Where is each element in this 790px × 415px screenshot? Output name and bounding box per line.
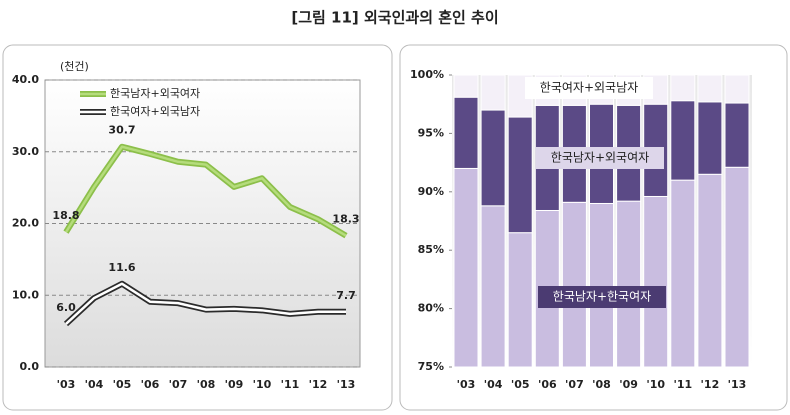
figure-title: [그림 11] 외국인과의 혼인 추이 <box>291 9 498 27</box>
x-tick-label: '10 <box>646 378 665 391</box>
y-tick-label: 90% <box>418 185 444 198</box>
bar-segment <box>480 109 506 207</box>
x-tick-label: '04 <box>85 378 104 391</box>
data-label: 18.8 <box>52 209 79 222</box>
bar-segment <box>724 74 750 104</box>
series-label: 한국남자+외국여자 <box>551 151 649 165</box>
bar-segment <box>453 167 479 368</box>
bar-segment <box>697 101 723 175</box>
bar-segment <box>507 232 533 368</box>
x-tick-label: '09 <box>619 378 638 391</box>
series-label: 한국여자+외국남자 <box>540 81 638 95</box>
bar-segment <box>561 201 587 368</box>
bar-segment <box>480 205 506 368</box>
series-label-box <box>538 286 666 308</box>
bar-segment <box>724 102 750 168</box>
series-label-box <box>536 147 664 169</box>
x-tick-label: '12 <box>701 378 720 391</box>
y-tick-label: 75% <box>418 360 444 373</box>
y-tick-label: 40.0 <box>12 73 39 86</box>
x-tick-label: '08 <box>197 378 216 391</box>
x-tick-label: '08 <box>592 378 611 391</box>
unit-label: (천건) <box>60 59 89 73</box>
bar-segment <box>453 74 479 98</box>
series-label-box <box>525 77 653 99</box>
y-tick-label: 0.0 <box>20 360 40 373</box>
bar-segment <box>507 116 533 234</box>
x-tick-label: '13 <box>337 378 356 391</box>
bar-segment <box>697 173 723 368</box>
x-tick-label: '11 <box>281 378 300 391</box>
bar-segment <box>616 200 642 368</box>
x-tick-label: '03 <box>457 378 476 391</box>
y-tick-label: 20.0 <box>12 217 39 230</box>
x-tick-label: '06 <box>141 378 160 391</box>
x-tick-label: '11 <box>673 378 692 391</box>
bar-segment <box>453 96 479 169</box>
x-tick-label: '07 <box>169 378 188 391</box>
data-label: 6.0 <box>56 301 76 314</box>
series-line-inner <box>65 282 346 325</box>
x-tick-label: '05 <box>511 378 530 391</box>
bar-segment <box>480 74 506 111</box>
x-tick-label: '03 <box>57 378 76 391</box>
bar-segment <box>670 74 696 102</box>
x-tick-label: '10 <box>253 378 272 391</box>
bar-segment <box>643 195 669 368</box>
x-tick-label: '05 <box>113 378 132 391</box>
x-tick-label: '13 <box>728 378 747 391</box>
x-tick-label: '12 <box>309 378 328 391</box>
x-tick-label: '06 <box>538 378 557 391</box>
data-label: 11.6 <box>108 261 135 274</box>
y-tick-label: 10.0 <box>12 288 39 301</box>
series-label: 한국남자+한국여자 <box>553 290 651 304</box>
data-label: 7.7 <box>336 289 356 302</box>
x-tick-label: '09 <box>225 378 244 391</box>
bar-segment <box>670 179 696 368</box>
x-tick-label: '04 <box>484 378 503 391</box>
y-tick-label: 95% <box>418 126 444 139</box>
bar-segment <box>589 202 614 368</box>
y-tick-label: 100% <box>410 68 444 81</box>
bar-segment <box>643 74 669 105</box>
bar-segment <box>697 74 723 103</box>
y-tick-label: 80% <box>418 302 444 315</box>
y-tick-label: 30.0 <box>12 145 39 158</box>
legend-label: 한국남자+외국여자 <box>110 87 200 100</box>
bar-segment <box>724 166 750 368</box>
data-label: 30.7 <box>108 124 135 137</box>
bar-segment <box>670 100 696 181</box>
data-label: 18.3 <box>332 213 359 226</box>
series-line-inner <box>64 145 347 237</box>
y-tick-label: 85% <box>418 243 444 256</box>
x-tick-label: '07 <box>565 378 584 391</box>
legend-label: 한국여자+외국남자 <box>110 105 200 118</box>
